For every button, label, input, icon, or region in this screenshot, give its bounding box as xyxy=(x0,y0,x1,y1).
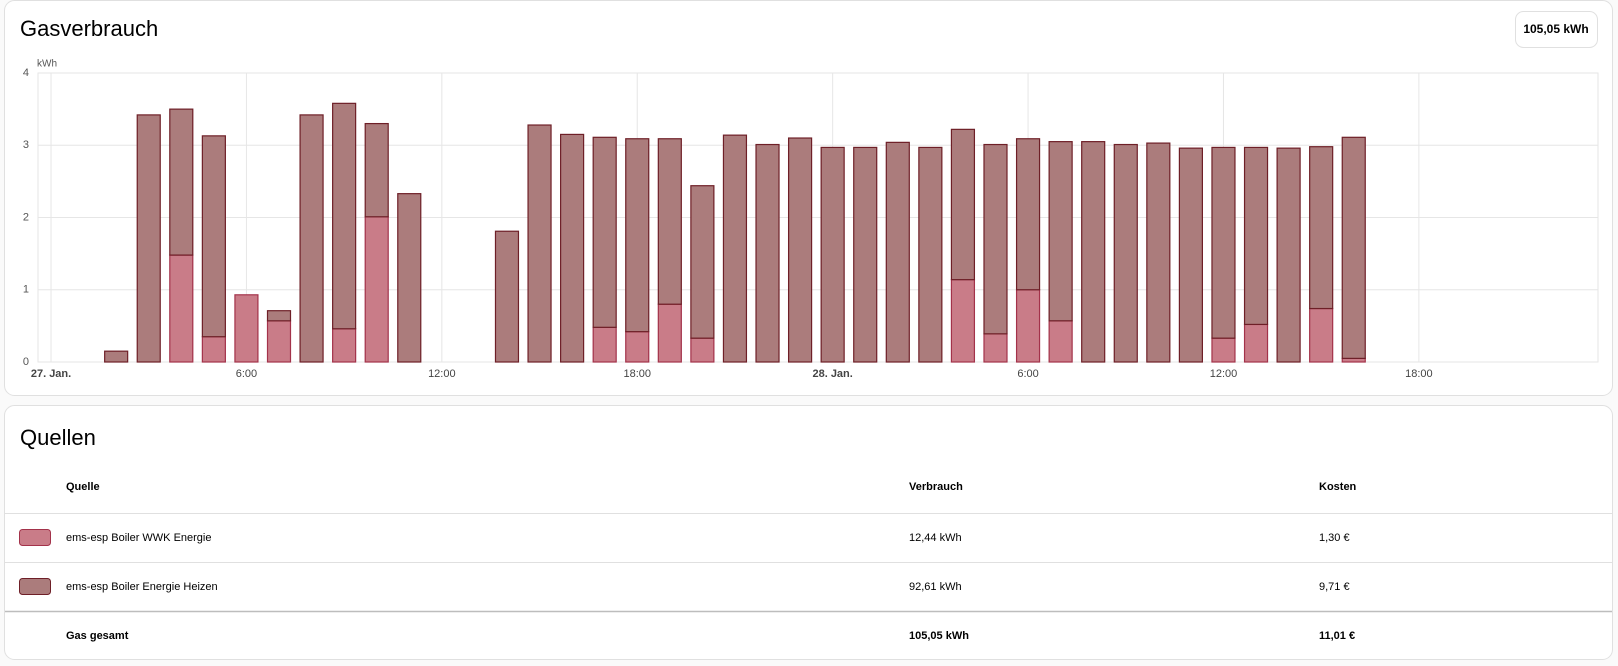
legend-swatch[interactable] xyxy=(19,578,51,595)
bar-segment xyxy=(1211,337,1236,363)
bar-segment xyxy=(885,141,910,363)
bar-segment xyxy=(234,294,259,363)
bar-segment xyxy=(918,146,943,363)
total-badge[interactable] xyxy=(1515,11,1598,48)
x-tick-label: 12:00 xyxy=(1210,368,1238,380)
bar-segment xyxy=(1211,146,1236,339)
bar-segment xyxy=(690,185,715,339)
cost: 1,30 € xyxy=(1319,532,1350,544)
column-header: Kosten xyxy=(1319,481,1357,493)
bar-segment xyxy=(820,146,845,363)
bar-segment xyxy=(1178,147,1204,363)
bar-segment xyxy=(266,320,292,363)
bar-segment xyxy=(560,133,585,363)
legend-swatch[interactable] xyxy=(19,529,51,546)
table-card xyxy=(4,405,1613,660)
bar-segment xyxy=(625,331,650,363)
bar-segment xyxy=(1309,307,1334,363)
bar-segment xyxy=(169,108,194,256)
x-tick-label: 27. Jan. xyxy=(31,368,71,380)
y-tick-label: 0 xyxy=(23,356,29,368)
bar-segment xyxy=(1048,320,1073,363)
bar-segment xyxy=(1276,147,1301,363)
bar-segment xyxy=(201,336,226,363)
bar-segment xyxy=(1243,323,1269,363)
x-tick-label: 6:00 xyxy=(236,368,257,380)
bar-segment xyxy=(950,279,976,363)
y-tick-label: 1 xyxy=(23,284,29,296)
total-consumption: 105,05 kWh xyxy=(909,630,969,642)
bar-segment xyxy=(1015,289,1041,363)
bar-segment xyxy=(1048,141,1073,322)
consumption: 12,44 kWh xyxy=(909,532,962,544)
bar-segment xyxy=(1146,142,1171,363)
bar-segment xyxy=(299,114,324,363)
bar-segment xyxy=(1113,143,1138,363)
bar-segment xyxy=(266,310,292,322)
bar-segment xyxy=(332,328,357,363)
bar-segment xyxy=(690,337,715,363)
bar-segment xyxy=(657,303,682,363)
table-title: Quellen xyxy=(20,425,96,450)
legend-label: ems-esp Boiler Energie Heizen xyxy=(66,581,218,593)
legend-label: ems-esp Boiler WWK Energie xyxy=(66,532,212,544)
total-label: Gas gesamt xyxy=(66,630,129,642)
bar-segment xyxy=(657,138,682,305)
bar-segment xyxy=(722,134,748,363)
bar-segment xyxy=(527,124,552,363)
x-tick-label: 28. Jan. xyxy=(812,368,852,380)
bar-segment xyxy=(332,102,357,330)
bar-segment xyxy=(1015,138,1041,291)
bar-segment xyxy=(169,254,194,363)
bar-segment xyxy=(1081,141,1106,363)
bar-segment xyxy=(983,333,1008,363)
bar-segment xyxy=(625,138,650,333)
total-cost: 11,01 € xyxy=(1319,630,1355,642)
x-tick-label: 18:00 xyxy=(1405,368,1433,380)
total-badge-label: 105,05 kWh xyxy=(1523,22,1588,36)
bar-segment xyxy=(950,128,976,281)
bar-segment xyxy=(136,114,161,363)
x-tick-label: 6:00 xyxy=(1017,368,1038,380)
y-unit: kWh xyxy=(37,59,57,70)
x-tick-label: 12:00 xyxy=(428,368,456,380)
consumption: 92,61 kWh xyxy=(909,581,962,593)
y-tick-label: 2 xyxy=(23,211,29,223)
y-tick-label: 3 xyxy=(23,139,29,151)
bar-segment xyxy=(364,122,389,218)
bar-segment xyxy=(201,135,226,338)
column-header: Verbrauch xyxy=(909,481,963,493)
bar-segment xyxy=(397,193,422,363)
bar-segment xyxy=(983,143,1008,335)
bar-segment xyxy=(1341,136,1366,359)
bar-segment xyxy=(494,230,520,363)
chart-title: Gasverbrauch xyxy=(20,16,158,41)
bar-segment xyxy=(1243,146,1269,326)
column-header: Quelle xyxy=(66,481,100,493)
bar-segment xyxy=(592,326,617,363)
bar-segment xyxy=(853,146,878,363)
bar-segment xyxy=(364,216,389,363)
bar-segment xyxy=(1309,146,1334,310)
bar-segment xyxy=(787,137,813,363)
bar-segment xyxy=(104,350,129,363)
bar-segment xyxy=(592,136,617,328)
y-tick-label: 4 xyxy=(23,67,29,79)
cost: 9,71 € xyxy=(1319,581,1350,593)
bar-segment xyxy=(755,143,780,363)
x-tick-label: 18:00 xyxy=(623,368,651,380)
